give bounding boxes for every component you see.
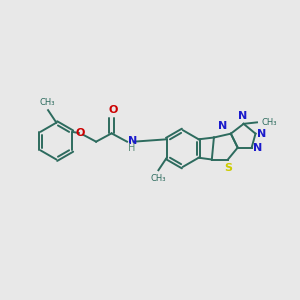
Text: CH₃: CH₃ bbox=[151, 174, 166, 183]
Text: O: O bbox=[76, 128, 85, 138]
Text: S: S bbox=[224, 164, 232, 173]
Text: CH₃: CH₃ bbox=[40, 98, 55, 107]
Text: CH₃: CH₃ bbox=[262, 118, 277, 127]
Text: H: H bbox=[128, 142, 135, 153]
Text: N: N bbox=[128, 136, 137, 146]
Text: O: O bbox=[108, 105, 118, 115]
Text: N: N bbox=[254, 142, 263, 153]
Text: N: N bbox=[238, 111, 248, 121]
Text: N: N bbox=[257, 129, 266, 139]
Text: N: N bbox=[218, 121, 227, 130]
